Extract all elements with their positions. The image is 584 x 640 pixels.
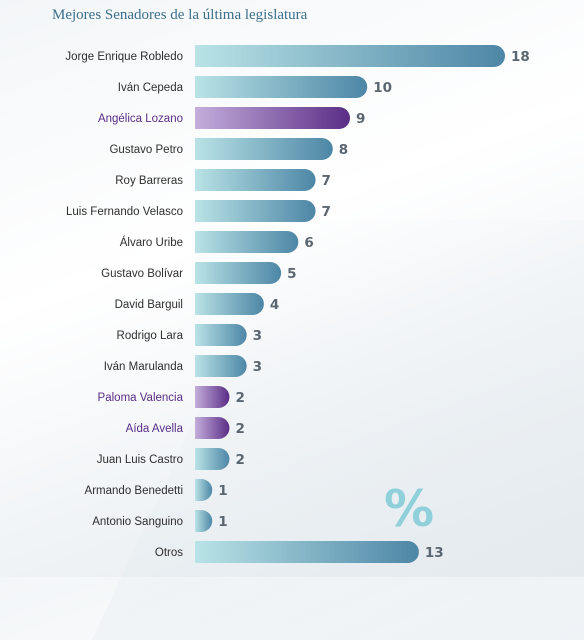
category-label: Luis Fernando Velasco	[66, 206, 183, 218]
category-label: Rodrigo Lara	[117, 330, 184, 342]
value-label: 10	[373, 80, 392, 96]
value-label: 6	[304, 235, 313, 251]
category-label: David Barguil	[115, 299, 183, 311]
percent-sign: %	[384, 480, 435, 538]
value-label: 2	[235, 452, 244, 468]
bar	[195, 169, 316, 191]
value-label: 2	[235, 390, 244, 406]
bar	[195, 448, 230, 470]
bar	[195, 45, 505, 67]
category-label: Paloma Valencia	[98, 392, 184, 404]
category-label: Jorge Enrique Robledo	[65, 51, 183, 63]
bar	[195, 541, 419, 563]
value-label: 8	[339, 142, 348, 158]
bar	[195, 324, 247, 346]
category-label: Álvaro Uribe	[120, 236, 183, 249]
category-label: Angélica Lozano	[98, 113, 183, 125]
category-label: Armando Benedetti	[85, 485, 183, 497]
bar	[195, 293, 264, 315]
value-label: 3	[253, 328, 262, 344]
value-label: 1	[218, 483, 227, 499]
category-label: Iván Marulanda	[104, 361, 184, 373]
bar	[195, 262, 282, 284]
bar	[195, 355, 247, 377]
bar	[195, 510, 213, 532]
category-label: Otros	[155, 547, 183, 559]
value-label: 3	[253, 359, 262, 375]
chart-title: Mejores Senadores de la última legislatu…	[52, 7, 308, 23]
value-label: 9	[356, 111, 365, 127]
bar	[195, 200, 316, 222]
bar	[195, 231, 299, 253]
bar	[195, 76, 368, 98]
category-label: Aída Avella	[126, 423, 184, 435]
value-label: 2	[235, 421, 244, 437]
value-label: 13	[425, 545, 444, 561]
bar	[195, 417, 230, 439]
value-label: 7	[322, 204, 331, 220]
category-label: Antonio Sanguino	[92, 516, 183, 528]
value-label: 1	[218, 514, 227, 530]
bar	[195, 386, 230, 408]
bar	[195, 138, 333, 160]
category-label: Roy Barreras	[115, 175, 183, 187]
category-label: Gustavo Petro	[109, 144, 183, 156]
bar	[195, 479, 213, 501]
category-label: Iván Cepeda	[118, 82, 184, 94]
bar	[195, 107, 350, 129]
value-label: 5	[287, 266, 296, 282]
value-label: 7	[322, 173, 331, 189]
category-label: Juan Luis Castro	[97, 454, 183, 466]
category-label: Gustavo Bolívar	[101, 268, 183, 280]
value-label: 4	[270, 297, 279, 313]
value-label: 18	[511, 49, 530, 65]
